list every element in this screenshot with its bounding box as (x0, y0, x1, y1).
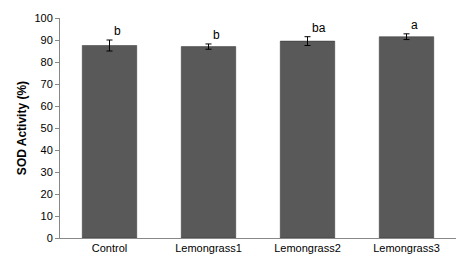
svg-text:60: 60 (41, 100, 53, 112)
svg-text:Lemongrass3: Lemongrass3 (373, 242, 440, 254)
svg-text:Lemongrass2: Lemongrass2 (274, 242, 341, 254)
svg-text:Control: Control (92, 242, 127, 254)
svg-text:50: 50 (41, 122, 53, 134)
svg-text:30: 30 (41, 166, 53, 178)
svg-text:SOD Activity (%): SOD Activity (%) (15, 81, 29, 175)
svg-text:b: b (114, 24, 121, 38)
svg-text:a: a (411, 18, 418, 32)
svg-text:Lemongrass1: Lemongrass1 (175, 242, 242, 254)
svg-text:20: 20 (41, 188, 53, 200)
svg-text:b: b (213, 28, 220, 42)
svg-text:100: 100 (34, 12, 52, 24)
svg-text:70: 70 (41, 78, 53, 90)
svg-text:0: 0 (47, 232, 53, 244)
svg-text:80: 80 (41, 56, 53, 68)
svg-text:ba: ba (312, 21, 326, 35)
svg-text:90: 90 (41, 34, 53, 46)
svg-text:40: 40 (41, 144, 53, 156)
svg-text:10: 10 (41, 210, 53, 222)
